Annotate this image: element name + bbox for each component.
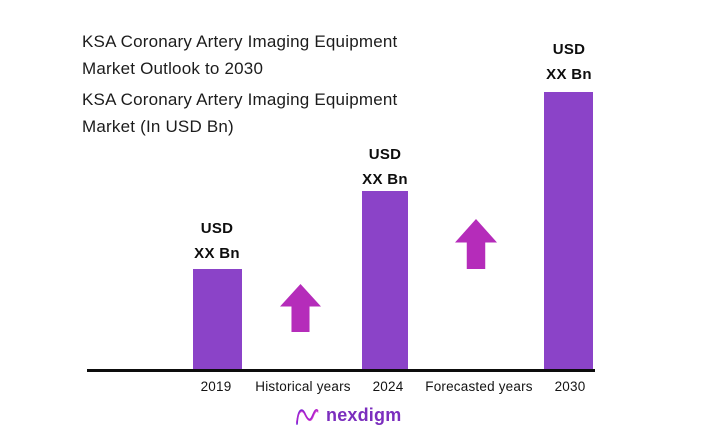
bar-value-label-2019-line2: XX Bn [194, 245, 240, 262]
bar-value-label-2024-line2: XX Bn [362, 171, 408, 188]
bar-2030 [544, 92, 593, 370]
bar-value-label-2030-line2: XX Bn [546, 66, 592, 83]
brand-logo-text: nexdigm [326, 404, 402, 425]
x-axis-line [87, 369, 595, 372]
brand-logo: nexdigm [294, 401, 401, 429]
axis-label-2019: 2019 [200, 379, 232, 394]
axis-label-2024: 2024 [372, 379, 404, 394]
chart-title: KSA Coronary Artery Imaging Equipment Ma… [82, 32, 398, 78]
bar-2019 [193, 269, 242, 370]
axis-label-historical-years: Historical years [255, 379, 351, 394]
bar-value-label-2030-line1: USD [552, 41, 586, 58]
chart-subtitle: KSA Coronary Artery Imaging Equipment Ma… [82, 90, 398, 136]
bar-value-label-2019-line1: USD [200, 220, 234, 237]
growth-arrow-icon [455, 219, 497, 269]
bar-value-label-2019: USD XX Bn [157, 216, 277, 266]
bar-2024 [362, 191, 408, 370]
bar-value-label-2024-line1: USD [368, 146, 402, 163]
axis-label-2030: 2030 [554, 379, 586, 394]
growth-arrow-icon [280, 284, 321, 332]
bar-value-label-2024: USD XX Bn [325, 142, 445, 192]
bar-value-label-2030: USD XX Bn [509, 37, 629, 87]
axis-label-forecasted-years: Forecasted years [425, 379, 533, 394]
nexdigm-wave-icon [294, 401, 320, 429]
